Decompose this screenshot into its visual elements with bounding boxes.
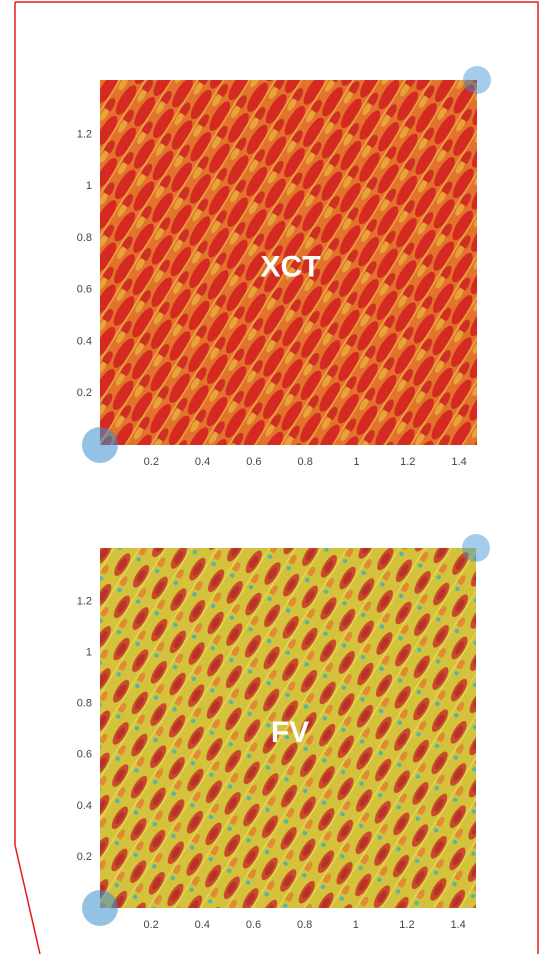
y-tick-label: 0.6 <box>77 749 92 761</box>
corner-shade <box>82 890 118 926</box>
x-tick-label: 0.2 <box>144 456 159 468</box>
x-tick-label: 0.6 <box>246 456 261 468</box>
y-tick-label: 0.4 <box>77 335 92 347</box>
y-tick-label: 0.6 <box>77 284 92 296</box>
y-tick-label: 0.2 <box>77 851 92 863</box>
y-tick-label: 0.4 <box>77 800 92 812</box>
x-tick-label: 0.8 <box>297 919 312 931</box>
x-tick-label: 1 <box>353 919 359 931</box>
y-tick-label: 0.2 <box>77 387 92 399</box>
y-tick-label: 0.8 <box>77 232 92 244</box>
corner-shade <box>463 66 491 94</box>
y-tick-label: 1.2 <box>77 596 92 608</box>
figure: 0.2 0.4 0.6 0.8 1 1.2 1.4 0.2 0.4 0.6 0.8 1 1.2 XCT 0.… <box>0 0 543 954</box>
x-tick-label: 0.8 <box>298 456 313 468</box>
x-tick-label: 1.2 <box>399 919 414 931</box>
page: 0.2 0.4 0.6 0.8 1 1.2 1.4 0.2 0.4 0.6 0.8 1 1.2 XCT 0.… <box>0 0 543 954</box>
x-tick-label: 1.4 <box>451 456 466 468</box>
corner-shade <box>82 427 118 463</box>
corner-shade <box>462 534 490 562</box>
x-tick-label: 0.4 <box>195 919 210 931</box>
x-tick-label: 1 <box>353 456 359 468</box>
y-tick-label: 1.2 <box>77 128 92 140</box>
x-tick-label: 0.6 <box>246 919 261 931</box>
x-tick-label: 0.2 <box>144 919 159 931</box>
y-tick-label: 1 <box>86 647 92 659</box>
y-tick-label: 0.8 <box>77 698 92 710</box>
annotation: FV <box>271 716 309 749</box>
x-tick-label: 0.4 <box>195 456 210 468</box>
x-tick-label: 1.2 <box>400 456 415 468</box>
x-tick-label: 1.4 <box>450 919 465 931</box>
annotation: XCT <box>261 250 321 283</box>
y-tick-label: 1 <box>86 180 92 192</box>
